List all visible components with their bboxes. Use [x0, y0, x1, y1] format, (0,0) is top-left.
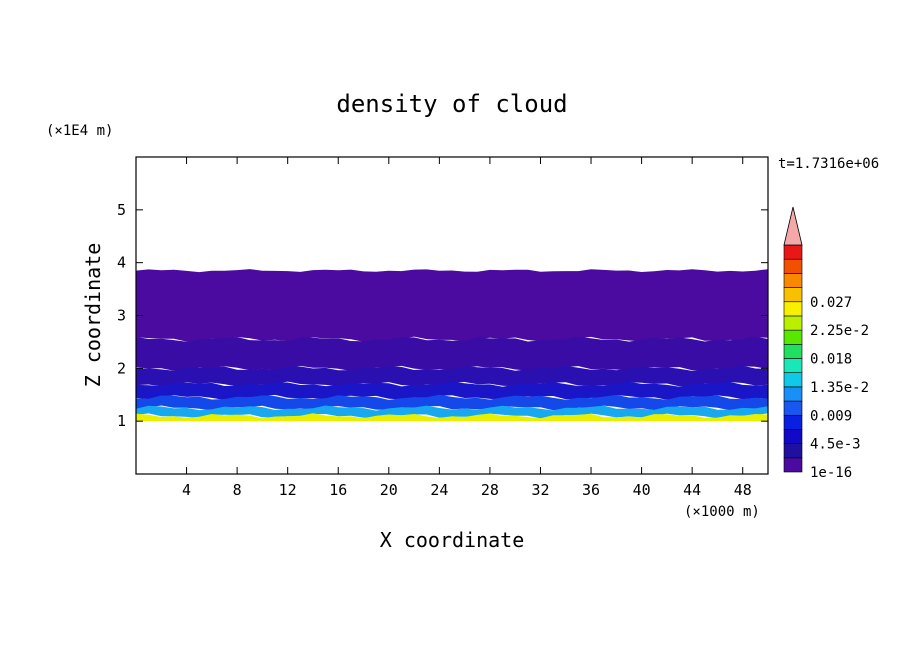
colorbar: 1e-16 4.5e-3 0.009 1.35e-2 0.018 2.25e-2 0.027 [783, 206, 869, 481]
chart-title: density of cloud [336, 90, 567, 118]
lower-layer [136, 381, 768, 400]
peak-band [136, 413, 768, 422]
x-tick-label: 24 [430, 481, 448, 499]
x-tick-label: 40 [633, 481, 651, 499]
x-tick-label: 36 [582, 481, 600, 499]
upper-mid-layer [136, 336, 768, 371]
colorbar-label: 0.009 [810, 408, 852, 424]
y-unit-label: (×1E4 m) [46, 123, 113, 139]
colorbar-swatch [783, 273, 803, 288]
x-tick-label: 20 [380, 481, 398, 499]
colorbar-label: 1e-16 [810, 465, 852, 481]
y-axis: 1 2 3 4 5 [117, 201, 768, 430]
base-layer [136, 405, 768, 419]
colorbar-swatch [783, 358, 803, 373]
y-tick-label: 1 [117, 412, 126, 430]
y-tick-label: 5 [117, 201, 126, 219]
x-tick-label: 32 [531, 481, 549, 499]
dense-layer [136, 394, 768, 411]
colorbar-label: 0.027 [810, 295, 852, 311]
colorbar-swatch [783, 400, 803, 416]
mid-layer [136, 365, 768, 387]
x-axis: 4 8 12 16 20 24 28 32 36 40 44 48 [182, 157, 752, 499]
colorbar-swatch [783, 344, 803, 359]
x-tick-label: 28 [481, 481, 499, 499]
colorbar-swatch [783, 457, 803, 473]
x-tick-label: 44 [683, 481, 701, 499]
colorbar-swatch [783, 414, 803, 430]
x-tick-label: 4 [182, 481, 191, 499]
contour-field [136, 269, 768, 422]
x-unit-label: (×1000 m) [684, 504, 760, 520]
colorbar-label: 0.018 [810, 352, 852, 368]
y-axis-label: Z coordinate [81, 243, 105, 388]
x-tick-label: 48 [734, 481, 752, 499]
colorbar-swatch [783, 287, 803, 303]
time-label: t=1.7316e+06 [778, 156, 879, 172]
colorbar-swatch [783, 329, 803, 345]
colorbar-swatch [783, 301, 803, 317]
x-tick-label: 12 [279, 481, 297, 499]
colorbar-label: 4.5e-3 [810, 437, 861, 453]
colorbar-swatch [783, 386, 803, 402]
y-tick-label: 3 [117, 307, 126, 325]
y-tick-label: 4 [117, 254, 126, 272]
colorbar-swatch [783, 258, 803, 274]
colorbar-swatch [783, 244, 803, 260]
colorbar-label: 2.25e-2 [810, 323, 869, 339]
x-tick-label: 16 [329, 481, 347, 499]
x-axis-label: X coordinate [380, 528, 525, 552]
x-tick-label: 8 [233, 481, 242, 499]
y-tick-label: 2 [117, 359, 126, 377]
cloud-top-region [136, 269, 768, 342]
colorbar-swatch [783, 429, 803, 444]
colorbar-swatch [783, 315, 803, 331]
colorbar-swatch [783, 372, 803, 388]
colorbar-swatch [783, 443, 803, 459]
colorbar-extend-arrow [783, 206, 803, 246]
colorbar-label: 1.35e-2 [810, 380, 869, 396]
